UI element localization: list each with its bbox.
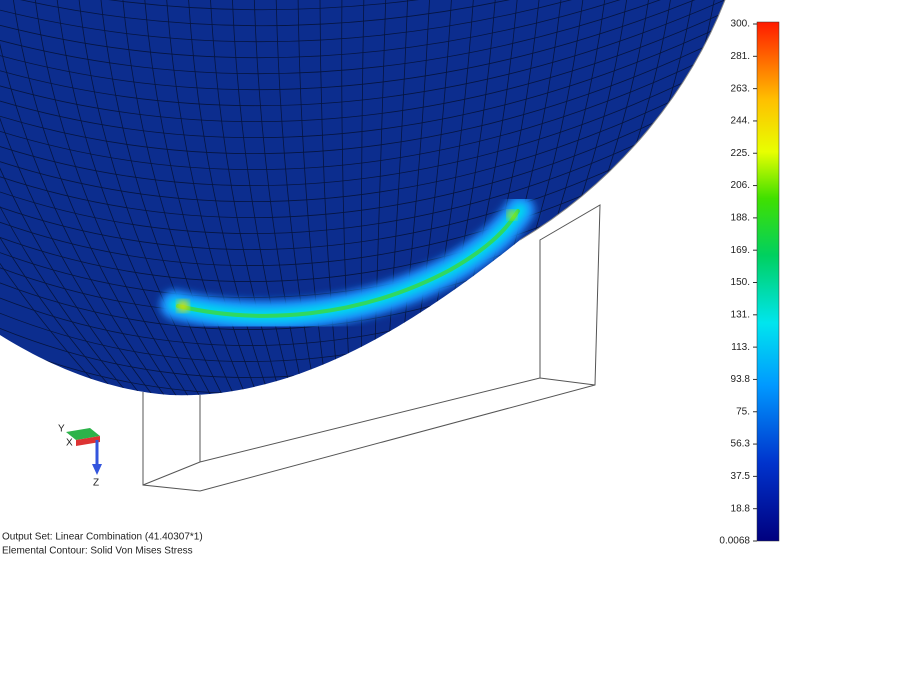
legend-label: 206. [731,180,750,191]
mesh-line [187,0,275,396]
color-bar [756,21,780,542]
mesh-line [0,7,725,138]
legend-label: 188. [731,213,750,224]
legend-label: 0.0068 [719,536,750,547]
mesh-line [0,19,725,154]
axis-triad: Y X Z [58,424,102,489]
mesh-line [0,0,725,43]
mesh-line [99,0,231,396]
output-set: Output Set: Linear Combination (41.40307… [2,532,203,543]
legend-label: 18.8 [731,503,751,514]
mesh-line [77,0,220,396]
mesh-line [275,0,319,396]
mesh-line [0,0,725,91]
mesh-line [33,0,198,396]
triad-y: Y [58,424,65,435]
legend-label: 150. [731,277,750,288]
triad-z: Z [93,478,99,489]
legend-label: 263. [731,83,750,94]
mesh-line [0,0,165,396]
legend-label: 131. [731,309,750,320]
legend-label: 93.8 [731,374,751,385]
legend-label: 225. [731,148,750,159]
legend-label: 113. [731,342,750,353]
mesh-line [0,0,132,396]
legend-label: 37.5 [731,471,751,482]
mesh-line [121,0,242,396]
mesh-line [143,0,253,396]
mesh-line [55,0,209,396]
mesh-line [0,55,725,202]
mesh-line [319,0,341,396]
legend-label: 169. [731,245,750,256]
shell-model [0,0,726,396]
mesh-line [0,0,725,59]
mesh-line [209,0,286,396]
mesh-line [253,0,308,396]
mesh-line [0,0,725,27]
legend-label: 281. [731,51,750,62]
mesh-line [0,0,154,396]
contour-type: Elemental Contour: Solid Von Mises Stres… [2,546,193,557]
mesh-line [231,0,297,396]
mesh-line [0,0,725,11]
legend-label: 75. [736,406,750,417]
support-box [142,204,601,492]
mesh-line [297,0,330,396]
legend-label: 56.3 [731,439,751,450]
triad-x: X [66,438,73,449]
mesh-line [0,67,725,218]
legend-label: 300. [731,19,750,30]
mesh-line [0,0,725,75]
mesh-line [0,0,176,396]
mesh-line [0,31,725,170]
legend-label: 244. [731,116,750,127]
mesh-line [165,0,264,396]
mesh-line [0,0,143,396]
stress-band [160,195,535,331]
mesh-line [0,43,725,186]
mesh-line [0,0,725,122]
mesh-line [11,0,187,396]
mesh-line [0,0,121,396]
